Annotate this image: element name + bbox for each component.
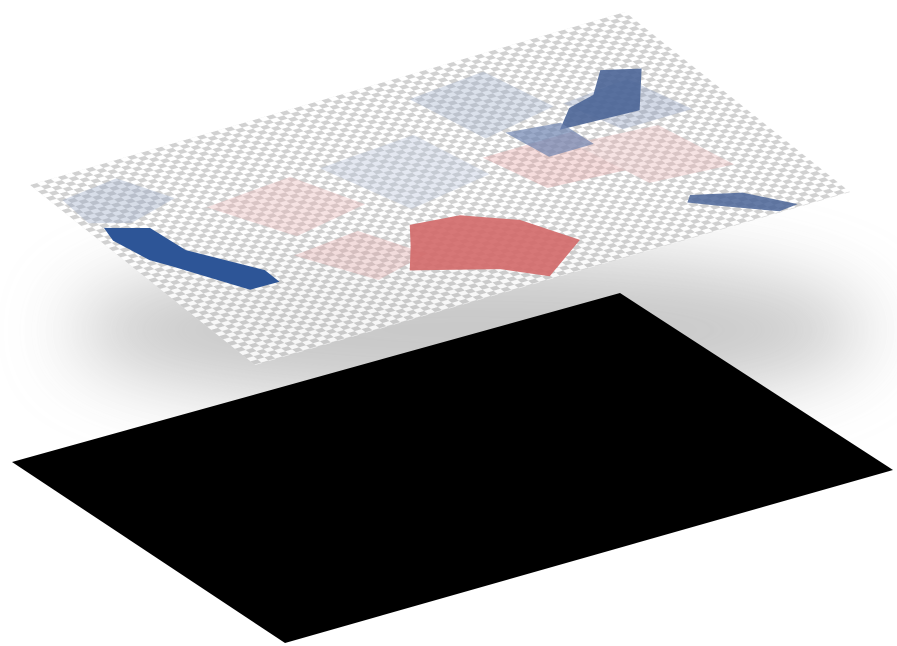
faint-states — [62, 71, 735, 280]
state — [293, 230, 427, 280]
state-blue — [559, 68, 642, 130]
state — [573, 125, 735, 183]
base-layer — [12, 293, 893, 643]
map-layer — [30, 12, 851, 366]
state — [319, 134, 490, 210]
state-blue — [687, 192, 798, 212]
state-red — [409, 215, 580, 277]
state — [206, 176, 365, 237]
state — [409, 71, 554, 139]
state-blue — [505, 122, 594, 157]
state — [62, 178, 175, 224]
state — [482, 131, 643, 188]
state-blue — [103, 227, 280, 290]
